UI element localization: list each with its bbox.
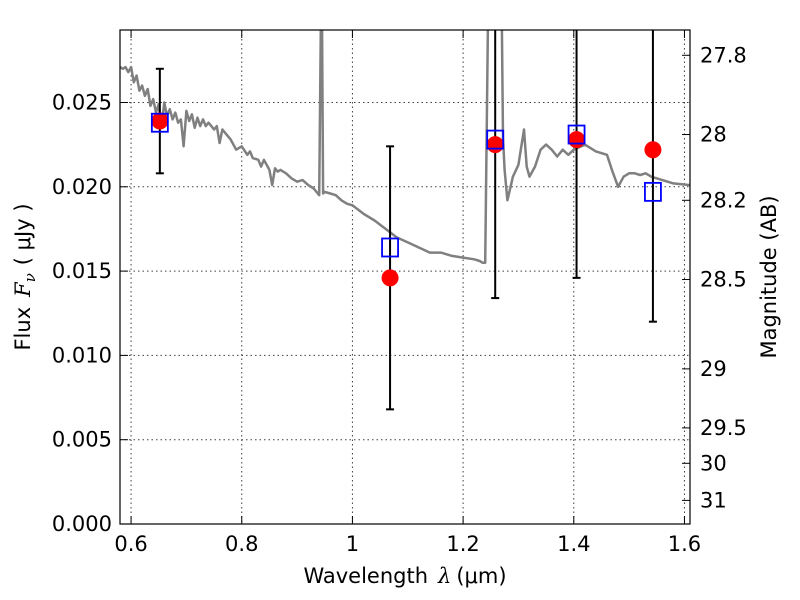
y2-tick-label: 29: [700, 357, 727, 381]
x-tick-label: 0.6: [114, 532, 147, 556]
plot-frame: [119, 29, 691, 525]
y2-tick-label: 28.5: [700, 268, 747, 292]
y-axis-title: FluxFν( μJy ): [11, 203, 39, 350]
y2-axis-title: Magnitude (AB): [757, 195, 781, 358]
model-band-square: [486, 129, 505, 150]
y-tick-label: 0.025: [52, 90, 112, 114]
model-band-square: [567, 124, 586, 145]
model-band-square: [644, 181, 662, 202]
y-tick-label: 0.015: [52, 259, 112, 283]
y2-tick-label: 29.5: [700, 416, 747, 440]
x-tick-label: 0.8: [225, 532, 258, 556]
y2-tick-label: 28.2: [700, 188, 747, 212]
y-tick-label: 0.005: [52, 428, 112, 452]
markers: [150, 112, 662, 287]
errorbars: [155, 30, 657, 411]
x-axis-title: Wavelength λ (μm): [303, 564, 506, 588]
x-tick-label: 1.2: [446, 532, 479, 556]
data-layer: [120, 30, 690, 264]
observed-flux-point: [486, 136, 504, 154]
observed-flux-point: [568, 131, 586, 149]
x-tick-label: 1: [346, 532, 359, 556]
observed-flux-point: [151, 112, 169, 130]
plot-background: [120, 30, 690, 524]
y-tick-label: 0.000: [52, 512, 112, 536]
model-spectrum-line: [120, 30, 690, 264]
y-tick-label: 0.020: [52, 175, 112, 199]
y2-tick-label: 30: [700, 451, 727, 475]
model-band-square: [150, 112, 169, 133]
y2-tick-label: 28: [700, 123, 727, 147]
observed-flux-point: [644, 141, 662, 159]
model-band-square: [381, 237, 399, 258]
observed-flux-point: [381, 269, 399, 287]
ticks: 0.6 0.8 1 1.2 1.4 1.6 0.000 0.005 0.010 0.015 0.02…: [52, 30, 747, 556]
x-tick-label: 1.4: [557, 532, 590, 556]
y2-tick-label: 31: [700, 488, 727, 512]
x-tick-label: 1.6: [668, 532, 701, 556]
y-tick-label: 0.010: [52, 343, 112, 367]
y2-tick-label: 27.8: [700, 43, 747, 67]
